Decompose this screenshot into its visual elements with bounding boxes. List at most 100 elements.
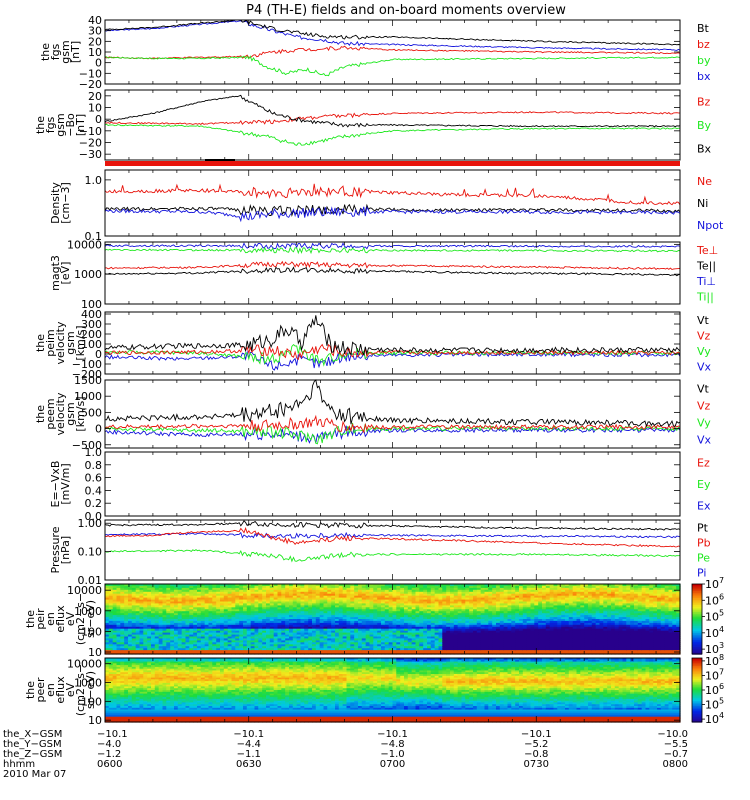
xaxis-row-label-2: the_Z−GSM (3, 749, 62, 760)
series-fgs-gsm-bx (104, 20, 681, 51)
legend-pressure-2: Pe (697, 552, 710, 565)
series-fgs-gsm-sm-Bz (104, 111, 681, 125)
ylabel-line-3: −Bo (64, 113, 77, 137)
colorbar-tick-2: 106 (705, 682, 724, 697)
ylabel-line-0: the (34, 334, 47, 352)
ytick-peir-eflux-0: 10000 (67, 584, 102, 597)
ytick-velocity-peem-0: 1500 (74, 374, 102, 387)
colorbar-tick-1: 106 (705, 592, 724, 607)
colorbar-tick-4: 104 (705, 711, 724, 726)
panel-frame (104, 19, 681, 85)
panel-frame (104, 311, 681, 375)
xaxis-row-label-0: the_X−GSM (3, 729, 62, 740)
series-fgs-gsm-sm-Bx (104, 94, 681, 128)
ytick-pressure-2: 0.01 (78, 574, 103, 587)
legend-velocity-peim-2: Vy (697, 345, 711, 358)
xtick-2-row-2: −1.0 (380, 749, 404, 760)
series-group-temperature (104, 242, 681, 277)
ytick-efield-2: 0.6 (85, 472, 103, 485)
series-pressure-Pb (104, 526, 681, 548)
ylabel-line-0: the (24, 681, 37, 699)
ytick-fgs-gsm-5: −10 (79, 67, 102, 80)
series-velocity-peem-Vt (104, 379, 681, 428)
panel-frame (104, 519, 681, 581)
legend-fgs-gsm-sm-0: Bz (697, 96, 711, 109)
legend-pressure-3: Pi (697, 567, 706, 580)
legend-temperature-1: Te|| (696, 259, 716, 272)
xtick-1-row-3: 0630 (236, 759, 261, 770)
legend-fgs-gsm-1: bz (697, 38, 710, 51)
series-group-fgs-gsm-sm (104, 94, 681, 146)
ylabel-line-1: [cm−3] (59, 182, 72, 224)
ylabel-line-0: the (24, 610, 37, 628)
ytick-velocity-peim-1: 300 (81, 318, 102, 331)
colorbar-tick-0: 108 (705, 653, 724, 668)
ylabel-line-6: sr−eV) (84, 671, 97, 709)
ytick-fgs-gsm-sm-3: −10 (79, 125, 102, 138)
ytick-velocity-peim-4: 0 (95, 348, 102, 361)
ylabel-line-0: Density (49, 182, 62, 224)
ytick-velocity-peem-1: 1000 (74, 390, 102, 403)
legend-temperature-2: Ti⊥ (696, 275, 716, 288)
ylabel-density: Density[cm−3] (49, 182, 72, 224)
panel-peir-eflux: 10710610510410310000100010010thepeirenef… (24, 576, 724, 659)
ylabel-line-4: [km/s] (74, 396, 87, 431)
ytick-density-0: 1.0 (85, 174, 103, 187)
xtick-3-row-2: −0.8 (524, 749, 548, 760)
ytick-fgs-gsm-6: −20 (79, 78, 102, 91)
legend-velocity-peem-2: Vy (697, 417, 711, 430)
ytick-velocity-peem-3: 0 (95, 423, 102, 436)
legend-velocity-peim-1: Vz (697, 329, 711, 342)
ytick-pressure-0: 1.00 (78, 517, 103, 530)
ytick-peir-eflux-2: 100 (81, 625, 102, 638)
series-group-velocity-peem (104, 379, 681, 445)
ytick-efield-0: 1.0 (85, 446, 103, 459)
ytick-peer-eflux-0: 10000 (67, 658, 102, 671)
xtick-1-row-1: −4.4 (237, 739, 261, 750)
xtick-2-row-3: 0700 (380, 759, 405, 770)
series-density-Ne (104, 183, 681, 206)
legend-velocity-peim-0: Vt (697, 314, 710, 327)
ytick-temperature-0: 10000 (67, 238, 102, 251)
legend-velocity-peem-3: Vx (697, 434, 712, 447)
ytick-velocity-peim-0: 400 (81, 308, 102, 321)
panel-peer-eflux: 10810710610510410000100010010thepeerenef… (24, 653, 724, 727)
ylabel-line-2: velocity (54, 321, 67, 364)
ylabel-line-1: fgs (49, 43, 62, 60)
panel-frame (104, 451, 681, 517)
legend-velocity-peim-3: Vx (697, 360, 712, 373)
series-group-fgs-gsm (104, 19, 681, 77)
ylabel-line-3: eflux (54, 676, 67, 704)
panel-frame (104, 169, 681, 237)
legend-fgs-gsm-sm-1: By (697, 119, 712, 132)
legend-density-2: Npot (697, 219, 724, 232)
ytick-fgs-gsm-sm-1: 10 (88, 102, 102, 115)
ylabel-line-4: [nT] (74, 114, 87, 136)
ytick-efield-5: 0.0 (85, 510, 103, 523)
ylabel-line-4: [km/s] (74, 325, 87, 360)
xtick-3-row-0: −10.1 (521, 729, 552, 740)
legend-efield-1: Ey (697, 478, 711, 491)
ylabel-line-3: gsm (64, 402, 77, 425)
ytick-velocity-peim-5: −100 (72, 358, 102, 371)
ytick-velocity-peim-2: 200 (81, 328, 102, 341)
legend-temperature-3: Ti|| (696, 290, 714, 303)
ytick-peir-eflux-3: 10 (88, 646, 102, 659)
ytick-efield-4: 0.2 (85, 497, 103, 510)
ylabel-line-5: (cm2−s− (74, 593, 87, 645)
series-group-density (104, 183, 681, 223)
legend-density-1: Ni (697, 197, 708, 210)
panel-velocity-peem: 1500 1000 500 0 −500 thepeemvelocitygsm[km/s]… (34, 374, 712, 452)
ytick-velocity-peem-4: −500 (72, 439, 102, 452)
panel-pressure: 1.00 0.10 0.01 Pressure[nPa] Pt Pb Pe Pi (49, 517, 711, 587)
ytick-efield-1: 0.8 (85, 459, 103, 472)
legend-fgs-gsm-3: bx (697, 70, 711, 83)
ylabel-line-2: gsm (54, 113, 67, 136)
series-fgs-gsm-by (105, 55, 681, 77)
ytick-temperature-1: 1000 (74, 268, 102, 281)
xtick-4-row-1: −5.5 (664, 739, 688, 750)
